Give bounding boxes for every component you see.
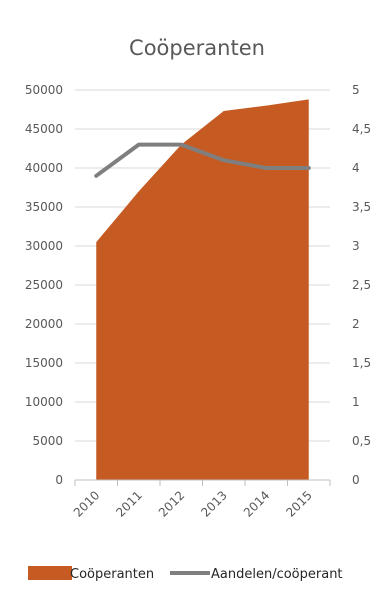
right-tick-label: 1,5 bbox=[352, 356, 371, 370]
left-tick-label: 45000 bbox=[25, 122, 63, 136]
area-cooperanten bbox=[96, 99, 309, 481]
right-tick-label: 2 bbox=[352, 317, 360, 331]
x-tick-label: 2012 bbox=[156, 488, 187, 519]
left-tick-label: 25000 bbox=[25, 278, 63, 292]
right-tick-label: 1 bbox=[352, 395, 360, 409]
right-tick-label: 4,5 bbox=[352, 122, 371, 136]
line-series bbox=[94, 142, 311, 178]
legend-label-aandelen: Aandelen/coöperant bbox=[211, 567, 343, 582]
right-tick-label: 4 bbox=[352, 161, 360, 175]
right-tick-label: 2,5 bbox=[352, 278, 371, 292]
right-tick-label: 3 bbox=[352, 239, 360, 253]
legend: Coöperanten Aandelen/coöperant bbox=[28, 566, 343, 582]
left-tick-label: 10000 bbox=[25, 395, 63, 409]
left-tick-label: 5000 bbox=[32, 434, 63, 448]
right-tick-label: 0 bbox=[352, 473, 360, 487]
right-tick-label: 5 bbox=[352, 83, 360, 97]
area-series bbox=[96, 99, 309, 481]
legend-label-cooperanten: Coöperanten bbox=[70, 567, 154, 582]
chart-title: Coöperanten bbox=[129, 36, 265, 60]
left-tick-label: 40000 bbox=[25, 161, 63, 175]
x-tick-label: 2010 bbox=[71, 488, 102, 519]
left-tick-label: 20000 bbox=[25, 317, 63, 331]
right-tick-label: 0,5 bbox=[352, 434, 371, 448]
x-axis: 2010 2011 2012 2013 2014 2015 bbox=[71, 479, 331, 520]
left-tick-label: 35000 bbox=[25, 200, 63, 214]
left-tick-label: 0 bbox=[55, 473, 63, 487]
x-tick-label: 2014 bbox=[241, 488, 272, 519]
right-tick-label: 3,5 bbox=[352, 200, 371, 214]
x-tick-label: 2013 bbox=[198, 488, 229, 519]
legend-swatch-cooperanten bbox=[28, 566, 72, 580]
left-tick-label: 15000 bbox=[25, 356, 63, 370]
left-tick-label: 50000 bbox=[25, 83, 63, 97]
left-axis: 0 5000 10000 15000 20000 25000 30000 35000 40000… bbox=[25, 83, 63, 487]
x-tick-label: 2011 bbox=[113, 488, 144, 519]
left-tick-label: 30000 bbox=[25, 239, 63, 253]
x-tick-label: 2015 bbox=[283, 488, 314, 519]
right-axis: 0 0,5 1 1,5 2 2,5 3 3,5 4 4,5 5 bbox=[352, 83, 371, 487]
line-aandelen bbox=[94, 142, 311, 178]
